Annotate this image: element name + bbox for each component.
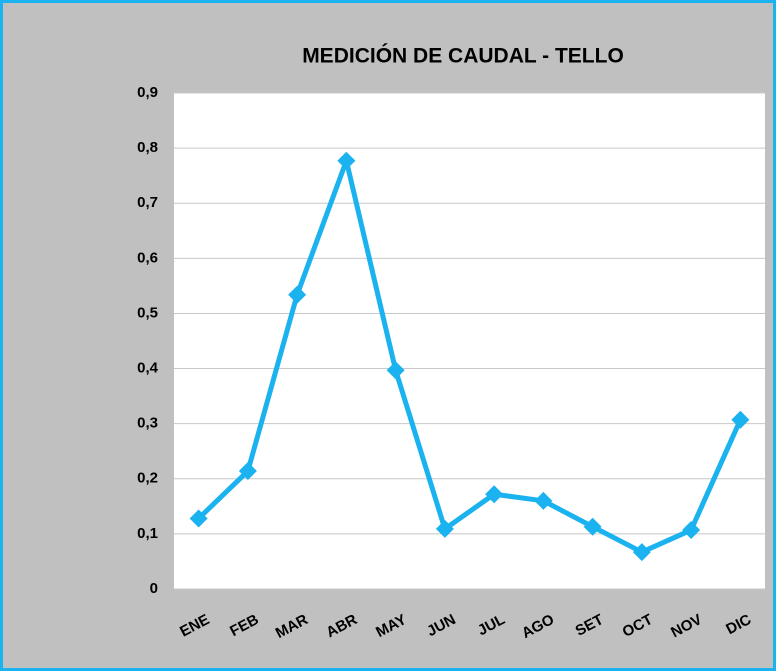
data-point	[485, 485, 504, 504]
chart-title: MEDICIÓN DE CAUDAL - TELLO	[302, 44, 624, 68]
data-point	[583, 517, 602, 536]
data-point	[534, 491, 553, 510]
data-point	[189, 509, 208, 528]
plot-area	[174, 93, 765, 589]
data-point	[386, 361, 405, 380]
y-tick-label: 0,1	[137, 525, 158, 542]
y-tick-label: 0,5	[137, 304, 158, 321]
y-tick-label: 0	[150, 580, 158, 597]
y-tick-label: 0,6	[137, 249, 158, 266]
series-line	[196, 158, 743, 555]
data-point	[337, 151, 356, 170]
y-tick-label: 0,9	[137, 84, 158, 101]
data-point	[632, 543, 651, 562]
y-tick-label: 0,4	[137, 360, 159, 377]
y-tick-label: 0,3	[137, 415, 158, 432]
data-point	[682, 521, 701, 540]
y-tick-label: 0,8	[137, 139, 158, 156]
data-point	[731, 410, 750, 429]
y-tick-label: 0,2	[137, 470, 158, 487]
data-point	[435, 519, 454, 538]
data-point	[238, 462, 257, 481]
data-point	[288, 285, 307, 304]
y-tick-label: 0,7	[137, 194, 158, 211]
